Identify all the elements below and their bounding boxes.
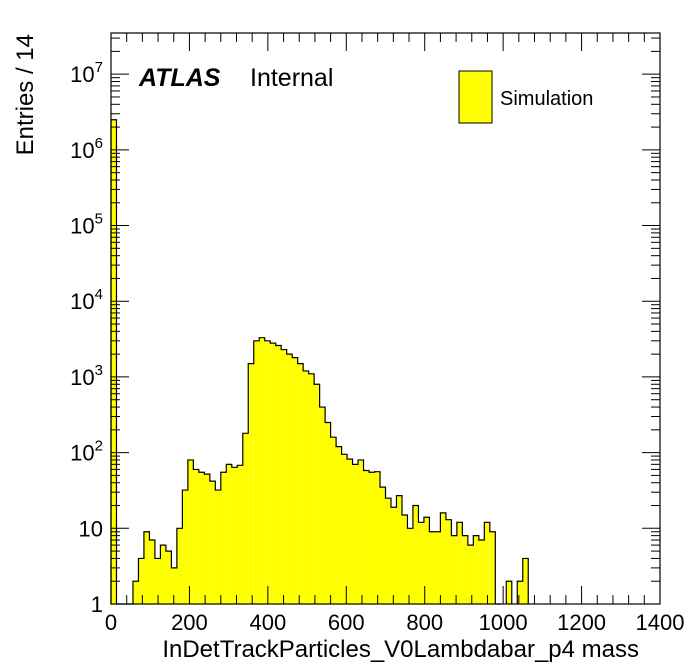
histogram-bar <box>154 558 161 604</box>
histogram-bar <box>198 472 205 604</box>
y-tick-label: 103 <box>70 362 103 390</box>
atlas-label: ATLAS <box>138 64 221 92</box>
histogram-bar <box>314 384 320 604</box>
histogram-bar <box>423 517 430 604</box>
histogram-bar <box>286 354 293 604</box>
histogram-bar <box>132 581 139 604</box>
histogram-bar <box>319 407 326 604</box>
histogram-bar <box>292 357 298 604</box>
histogram-bar <box>390 507 397 604</box>
histogram-bar <box>506 581 512 604</box>
histogram-bar <box>462 535 468 604</box>
histogram-bar <box>325 422 331 604</box>
histogram-bar <box>336 446 342 604</box>
histogram-bar <box>347 459 353 604</box>
histogram-bar <box>259 337 265 604</box>
y-tick-label: 1 <box>91 592 103 617</box>
x-tick-label: 0 <box>105 610 117 635</box>
histogram-bar <box>171 567 177 604</box>
histogram-bar <box>401 514 408 604</box>
histogram-bar <box>484 522 490 604</box>
histogram-bar <box>467 545 474 604</box>
histogram-bar <box>418 522 424 604</box>
histogram-bar <box>517 581 523 604</box>
histogram-bar <box>182 490 188 604</box>
x-tick-label: 400 <box>249 610 286 635</box>
histogram-bar <box>297 363 304 604</box>
histogram-bar <box>231 467 238 604</box>
y-tick-labels: 1 10 102 103 104 105 106 107 <box>70 59 103 617</box>
histogram-bar <box>352 464 359 604</box>
histogram-bar <box>253 340 260 604</box>
x-tick-labels: 0 200 400 600 800 1000 1200 1400 <box>105 610 685 635</box>
histogram-bar <box>187 459 194 604</box>
y-tick-label: 10 <box>79 516 103 541</box>
histogram-bar <box>165 551 172 604</box>
histogram-bar <box>308 373 315 604</box>
y-tick-label: 102 <box>70 438 103 466</box>
histogram-bar <box>138 558 144 604</box>
histogram-bar <box>489 531 496 604</box>
histogram-bar <box>303 370 309 604</box>
histogram-bar <box>264 340 271 604</box>
histogram-bar <box>220 472 227 604</box>
y-tick-label: 107 <box>70 59 103 87</box>
y-tick-label: 105 <box>70 211 103 239</box>
histogram-bar <box>407 528 413 604</box>
histogram-bar <box>478 540 485 604</box>
y-axis-title: Entries / 14 <box>12 34 39 155</box>
histogram-bar <box>149 540 155 604</box>
internal-label: Internal <box>250 64 333 92</box>
histogram-bar <box>429 531 435 604</box>
histogram-bar <box>456 522 463 604</box>
x-axis-title: InDetTrackParticles_V0Lambdabar_p4 mass <box>162 636 639 663</box>
x-tick-label: 1400 <box>636 610 685 635</box>
histogram-bar <box>412 505 419 604</box>
histogram-bar <box>237 465 243 604</box>
histogram-bar <box>473 535 479 604</box>
histogram-bar <box>380 487 386 604</box>
histogram-bar <box>160 545 166 604</box>
x-tick-label: 1200 <box>557 610 606 635</box>
histogram-bar <box>209 481 216 604</box>
y-tick-label: 104 <box>70 286 103 314</box>
x-tick-label: 800 <box>406 610 443 635</box>
histogram-bar <box>270 343 276 604</box>
histogram-bar <box>341 454 348 604</box>
histogram-bar <box>434 531 441 604</box>
histogram-bar <box>143 531 150 604</box>
histogram-bar <box>281 349 287 604</box>
histogram-bar <box>193 469 199 604</box>
histogram-bar <box>451 535 457 604</box>
histogram-bar <box>248 363 254 604</box>
histogram-bar <box>204 474 210 604</box>
y-tick-label: 106 <box>70 135 103 163</box>
plot-frame <box>110 32 661 605</box>
histogram-bar <box>396 495 402 604</box>
x-tick-label: 600 <box>328 610 365 635</box>
histogram-bar <box>522 558 529 604</box>
histogram-bar <box>440 512 446 604</box>
histogram-bar <box>226 464 232 604</box>
x-tick-label: 1000 <box>479 610 528 635</box>
histogram-bars <box>110 119 529 605</box>
legend-swatch-simulation <box>458 70 493 124</box>
histogram-bar <box>445 519 452 604</box>
histogram-bar <box>363 470 370 604</box>
histogram-bar <box>385 498 391 604</box>
histogram-bar <box>215 490 221 604</box>
legend: Simulation <box>458 70 593 124</box>
histogram-bar <box>330 437 337 604</box>
histogram-outline <box>110 119 529 605</box>
legend-label-simulation: Simulation <box>500 88 593 110</box>
histogram-bar <box>374 471 381 604</box>
histogram-bar <box>111 119 117 604</box>
histogram-bar <box>176 528 183 604</box>
histogram-bar <box>369 472 375 604</box>
x-tick-label: 200 <box>171 610 208 635</box>
histogram-bar <box>275 345 282 604</box>
histogram-bar <box>242 433 249 604</box>
histogram-bar <box>358 459 364 604</box>
